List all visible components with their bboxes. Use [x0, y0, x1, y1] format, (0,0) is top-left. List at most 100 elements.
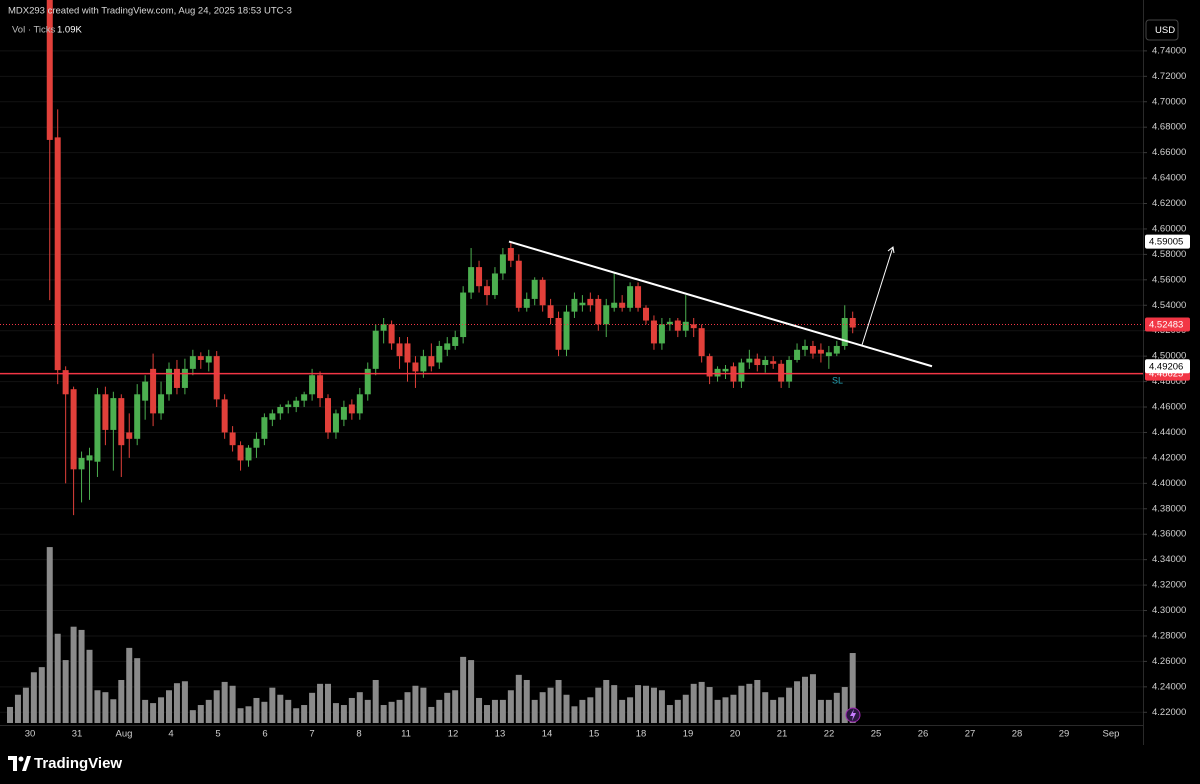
header: MDX293 created with TradingView.com, Aug…: [8, 6, 292, 17]
candle-body: [54, 137, 61, 371]
y-tick-label: 4.46000: [1152, 402, 1186, 413]
x-tick-label: 14: [542, 729, 553, 740]
candle-body: [515, 260, 522, 308]
y-tick-label: 4.56000: [1152, 274, 1186, 285]
price-label-box: [1145, 317, 1190, 332]
x-tick-label: 15: [589, 729, 600, 740]
candle-body: [563, 311, 570, 350]
candle-body: [499, 254, 506, 274]
y-tick-label: 4.64000: [1152, 173, 1186, 184]
candle-body: [301, 394, 308, 401]
candle-body: [173, 368, 180, 388]
candle-body: [444, 343, 451, 350]
volume-bar: [833, 692, 840, 723]
candle-body: [627, 286, 634, 308]
candle-body: [78, 457, 85, 470]
candle-body: [754, 358, 761, 366]
candle-body: [221, 399, 228, 433]
currency-box[interactable]: [1145, 19, 1179, 41]
volume-last-label: 1.09K: [57, 25, 82, 36]
volume-bar: [150, 703, 157, 723]
candle-body: [833, 345, 840, 354]
candle-body: [539, 279, 546, 306]
candle-body: [118, 398, 125, 446]
volume-bar: [611, 685, 618, 723]
volume-bar: [587, 697, 594, 723]
candle-body: [428, 356, 435, 367]
volume-bar: [841, 687, 848, 723]
volume-bar: [714, 699, 721, 723]
volume-bar: [396, 699, 403, 723]
candle-body: [237, 445, 244, 461]
alert-icon[interactable]: [845, 707, 861, 723]
x-tick-label: 28: [1012, 729, 1023, 740]
candle-body: [603, 305, 610, 325]
volume-bar: [650, 687, 657, 723]
volume-bar: [507, 690, 514, 723]
candle-body: [595, 298, 602, 325]
y-tick-label: 4.48000: [1152, 376, 1186, 387]
volume-bar: [825, 699, 832, 723]
candle-body: [587, 298, 594, 306]
volume-bar: [706, 687, 713, 723]
candle-body: [364, 368, 371, 395]
annotation: SL: [832, 375, 843, 385]
price-label: 4.52483: [1149, 320, 1183, 331]
volume-bar: [348, 697, 355, 723]
candle-body: [650, 320, 657, 344]
y-tick-label: 4.40000: [1152, 478, 1186, 489]
candle-body: [802, 345, 808, 350]
volume-bar: [261, 701, 268, 723]
x-tick-label: 25: [871, 729, 882, 740]
candle-body: [126, 432, 133, 439]
volume-bar: [301, 705, 308, 723]
volume-bar: [46, 547, 53, 723]
volume-bar: [499, 699, 506, 723]
x-tick-label: 29: [1059, 729, 1070, 740]
candle-body: [484, 286, 490, 296]
candle-body: [396, 343, 403, 357]
y-tick-label: 4.28000: [1152, 630, 1186, 641]
trendline: [508, 240, 933, 368]
candle-body: [555, 317, 562, 350]
volume-bar: [809, 674, 816, 723]
candle-body: [158, 394, 165, 414]
volume-bar: [754, 679, 761, 723]
x-tick-label: 5: [215, 729, 220, 740]
y-tick-label: 4.62000: [1152, 198, 1186, 209]
volume-bar: [102, 692, 109, 723]
y-tick-label: 4.72000: [1152, 71, 1186, 82]
volume-bar: [309, 692, 316, 723]
volume-bar: [213, 690, 220, 723]
candle-body: [102, 394, 109, 430]
volume-bar: [619, 699, 626, 723]
axis-layer: 4.22000 4.24000 4.26000 4.28000 4.30000 4.320…: [25, 45, 1190, 740]
logo-dot: [18, 756, 24, 762]
volume-bar: [317, 683, 324, 723]
volume-bar: [523, 679, 530, 723]
volume-bar: [356, 692, 363, 723]
volume-bar: [293, 708, 300, 723]
x-tick-label: 30: [25, 729, 36, 740]
volume-bar: [30, 672, 37, 723]
y-tick-label: 4.68000: [1152, 122, 1186, 133]
volume-bar: [134, 658, 141, 723]
candle-body: [205, 356, 212, 363]
volume-bar: [253, 697, 260, 723]
volume-bar: [78, 629, 85, 723]
volume-bar: [849, 653, 856, 723]
volume-bar: [86, 649, 93, 723]
candle-body: [690, 324, 697, 329]
candle-body: [476, 267, 483, 287]
volume-title: Vol · Ticks: [12, 25, 56, 36]
y-tick-label: 4.60000: [1152, 223, 1186, 234]
volume-bar: [738, 685, 745, 723]
volume-bar: [571, 706, 578, 723]
candle-body: [706, 356, 713, 377]
candle-body: [738, 362, 745, 382]
volume-bar: [666, 705, 673, 723]
candle-body: [770, 361, 777, 364]
volume-bar: [762, 692, 769, 723]
logo-slash: [22, 756, 31, 771]
x-tick-label: 8: [356, 729, 361, 740]
